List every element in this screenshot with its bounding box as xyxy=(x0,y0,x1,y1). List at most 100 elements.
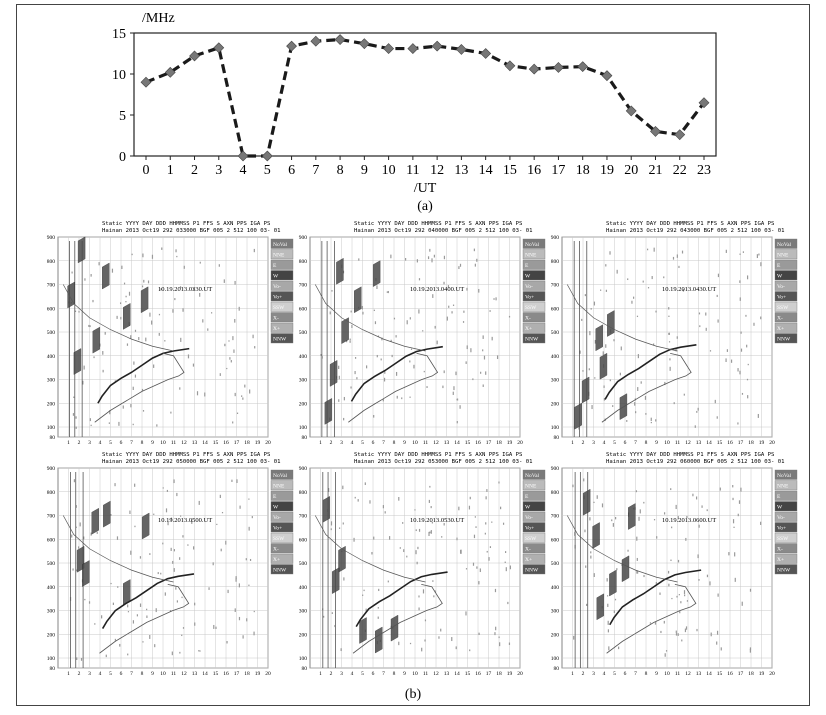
ionogram-noise-dot xyxy=(664,653,666,657)
ionogram-noise-dot xyxy=(651,276,653,280)
ionogram-noise-dot xyxy=(705,327,707,331)
ionogram-noise-dot xyxy=(117,586,119,588)
ionogram-noise-dot xyxy=(609,251,611,255)
ionogram-noise-dot xyxy=(611,519,613,522)
ionogram-noise-dot xyxy=(418,607,420,611)
panel-a-x-axis-label: /UT xyxy=(414,181,437,196)
ionogram-x-tick-label: 15 xyxy=(465,671,471,677)
ionogram-legend-label: NNW xyxy=(777,337,791,343)
ionogram-noise-dot xyxy=(667,570,670,574)
ionogram-noise-dot xyxy=(90,274,92,277)
ionogram-noise-dot xyxy=(220,548,222,552)
ionogram-noise-dot xyxy=(253,610,255,613)
ionogram-y-tick-label: 400 xyxy=(551,354,560,360)
ionogram-noise-dot xyxy=(459,263,462,267)
ionogram-noise-dot xyxy=(448,305,450,308)
ionogram-noise-dot xyxy=(739,280,741,283)
ionogram-header-line2: Hainan 2013 Oct19 292 033000 BGF 005 2 5… xyxy=(102,228,281,234)
ionogram-noise-dot xyxy=(475,526,477,528)
ionogram-noise-dot xyxy=(114,483,116,487)
ionogram-noise-dot xyxy=(603,385,605,388)
ionogram-noise-dot xyxy=(424,639,426,642)
ionogram-noise-dot xyxy=(172,309,174,313)
ionogram-noise-dot xyxy=(584,294,586,297)
ionogram-x-tick-label: 8 xyxy=(393,440,396,446)
ionogram-noise-dot xyxy=(637,354,639,359)
ionogram-noise-dot xyxy=(614,598,617,601)
ionogram-noise-dot xyxy=(378,588,380,592)
ionogram-legend-label: X- xyxy=(525,547,531,553)
ionogram-legend-label: Vo- xyxy=(525,515,533,521)
ionogram-legend-label: NNW xyxy=(525,337,539,343)
ionogram-x-tick-label: 15 xyxy=(213,671,219,677)
ionogram-noise-dot xyxy=(236,412,239,414)
ionogram-noise-dot xyxy=(331,612,333,614)
ionogram-noise-dot xyxy=(585,565,587,568)
ionogram-noise-dot xyxy=(582,370,584,372)
ionogram-noise-dot xyxy=(234,280,236,285)
ionogram-noise-dot xyxy=(353,537,355,542)
ionogram-noise-dot xyxy=(659,592,661,595)
ionogram-noise-dot xyxy=(192,363,195,367)
ionogram-x-tick-label: 10 xyxy=(160,440,166,446)
ionogram-noise-dot xyxy=(212,562,214,566)
ionogram-noise-dot xyxy=(142,641,144,643)
panel-a-x-tick-label: 19 xyxy=(600,163,614,178)
ionogram-noise-dot xyxy=(224,343,226,347)
ionogram-noise-dot xyxy=(349,340,351,343)
ionogram-y-tick-label: 200 xyxy=(47,632,56,638)
ionogram-legend-label: SSW xyxy=(777,536,789,542)
ionogram-noise-dot xyxy=(739,297,741,301)
ionogram-legend-box xyxy=(270,532,294,543)
ionogram-noise-dot xyxy=(358,258,360,261)
ionogram-noise-dot xyxy=(681,250,684,254)
ionogram-noise-dot xyxy=(244,384,246,388)
ionogram-x-tick-label: 12 xyxy=(433,671,439,677)
ionogram-noise-dot xyxy=(479,568,481,573)
ionogram-noise-dot xyxy=(112,602,114,605)
ionogram-noise-dot xyxy=(241,395,243,397)
ionogram-header-line1: Static YYYY DAY DDD HHMMSS P1 FFS S AXN … xyxy=(354,221,522,227)
ionogram-x-tick-label: 12 xyxy=(685,671,691,677)
ionogram-noise-dot xyxy=(608,646,610,651)
ionogram-noise-dot xyxy=(198,650,200,652)
ionogram-legend-label: SSW xyxy=(777,305,789,311)
panel-a-data-point xyxy=(455,43,467,55)
ionogram-noise-dot xyxy=(176,492,178,497)
ionogram-noise-dot xyxy=(334,624,336,628)
ionogram-noise-dot xyxy=(466,287,468,291)
ionogram-noise-dot xyxy=(119,302,122,305)
ionogram-legend-label: Vo+ xyxy=(273,526,282,532)
ionogram-noise-dot xyxy=(741,601,743,606)
ionogram-noise-dot xyxy=(590,555,592,559)
ionogram-noise-dot xyxy=(606,595,609,597)
ionogram-noise-dot xyxy=(238,306,240,311)
ionogram-noise-dot xyxy=(84,278,86,281)
ionogram-legend-label: NNE xyxy=(273,484,285,490)
ionogram-noise-dot xyxy=(429,531,431,534)
ionogram-noise-dot xyxy=(390,254,392,259)
ionogram-noise-dot xyxy=(753,322,755,326)
ionogram-noise-dot xyxy=(465,361,467,364)
ionogram-noise-dot xyxy=(698,579,700,581)
ionogram-noise-dot xyxy=(169,610,172,612)
panel-a-data-point xyxy=(698,97,710,109)
ionogram-x-tick-label: 3 xyxy=(592,440,595,446)
ionogram-legend-box xyxy=(270,270,294,281)
ionogram-timestamp-label: 10.19.2013.0600.UT xyxy=(662,517,716,524)
ionogram-y-tick-label: 800 xyxy=(299,259,308,265)
ionogram-noise-dot xyxy=(697,407,699,411)
ionogram-noise-dot xyxy=(76,657,78,660)
ionogram-noise-dot xyxy=(494,632,496,636)
ionogram-legend-label: NNW xyxy=(525,568,539,574)
ionogram-noise-dot xyxy=(424,619,427,622)
panel-a-data-point xyxy=(383,43,395,55)
ionogram-noise-dot xyxy=(83,365,85,370)
ionogram-noise-dot xyxy=(478,581,480,585)
ionogram-noise-dot xyxy=(496,355,499,360)
ionogram-x-tick-label: 2 xyxy=(78,440,81,446)
ionogram-noise-dot xyxy=(653,343,655,345)
panel-a-data-point xyxy=(358,38,370,50)
ionogram-noise-dot xyxy=(418,595,420,598)
ionogram-noise-dot xyxy=(732,497,734,501)
